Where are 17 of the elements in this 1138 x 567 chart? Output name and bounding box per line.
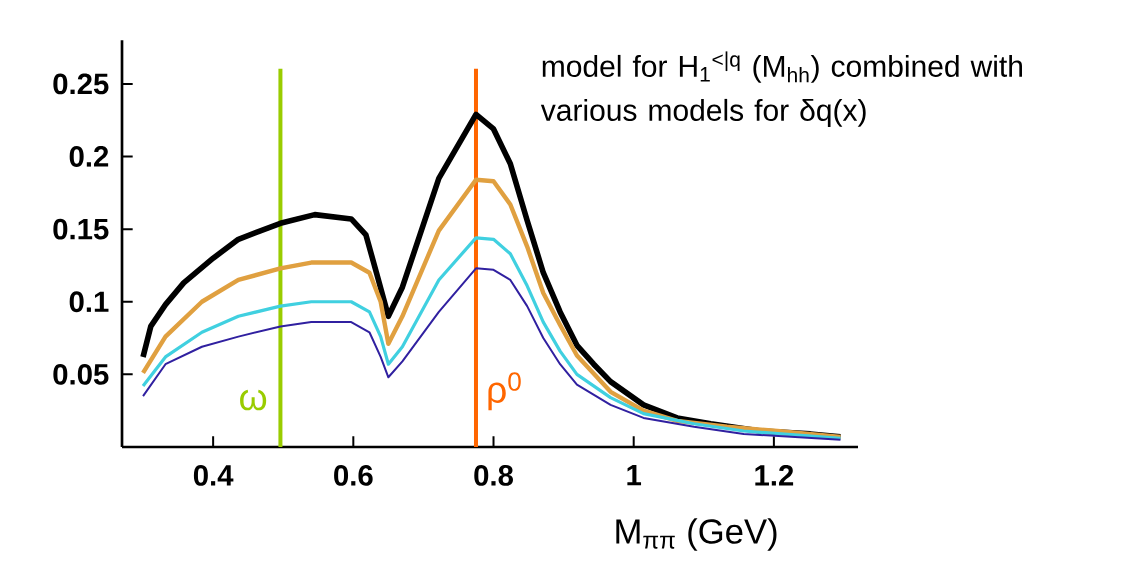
x-tick-label: 0.4 — [193, 465, 234, 486]
x-tick-label: 0.6 — [334, 465, 373, 486]
x-tick-label: 1 — [627, 465, 642, 486]
y-tick-label: 0.2 — [69, 146, 109, 167]
y-tick-label: 0.05 — [53, 363, 109, 385]
ref-line-label: ρ$^{0}$ — [488, 372, 521, 411]
x-axis-title: M$_{ππ}$ (GeV) — [616, 518, 777, 551]
y-tick-label: 0.25 — [53, 73, 109, 95]
line-series — [140, 177, 843, 440]
annotation: model for H$_{1}$$^{<|q}$ (M$_{hh}$) combined with various models for δq(x) — [540, 51, 1022, 127]
y-tick-label: 0.15 — [53, 218, 109, 240]
y-tick-label: 0.1 — [69, 291, 109, 313]
x-tick-label: 1.2 — [755, 465, 794, 486]
line-series — [141, 236, 843, 440]
line-series — [142, 267, 842, 441]
ref-line-label: ω — [240, 389, 267, 411]
x-tick-label: 0.8 — [474, 465, 513, 486]
